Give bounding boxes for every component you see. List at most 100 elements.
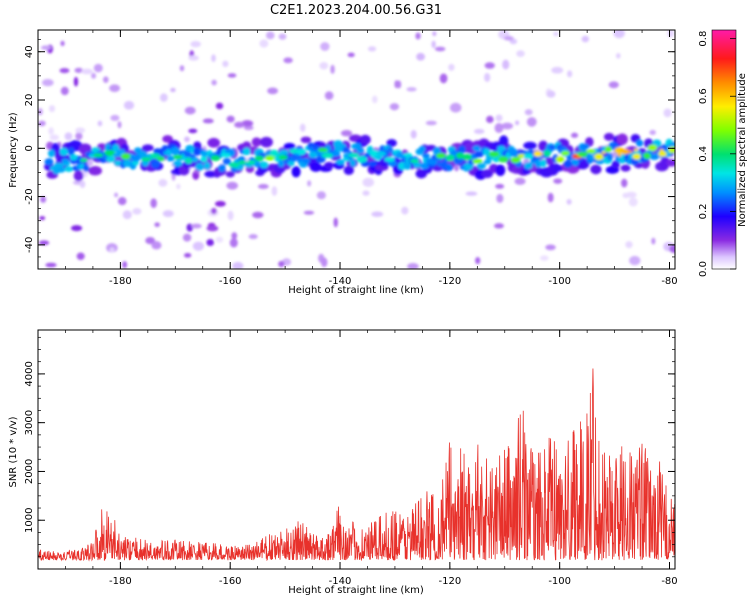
spectrogram-cell — [488, 151, 500, 158]
spectrogram-cell — [74, 67, 84, 73]
spectrogram-cell — [69, 154, 78, 161]
spectrogram-y-tick-label: -40 — [24, 237, 35, 253]
spectrogram-cell — [539, 159, 547, 168]
spectrogram-cell — [501, 122, 514, 130]
spectrogram-cell — [516, 50, 525, 58]
spectrogram-cell — [514, 177, 526, 185]
spectrogram-cell — [225, 171, 235, 178]
spectrogram-cell — [431, 40, 436, 49]
spectrogram-cell — [271, 186, 278, 196]
spectrogram-cell — [581, 35, 590, 43]
spectrogram-cell — [49, 134, 60, 141]
spectrogram-cell — [316, 191, 326, 200]
spectrogram-cell — [257, 183, 269, 190]
spectrogram-cell — [312, 145, 320, 151]
spectrogram-cell — [362, 177, 375, 188]
spectrogram-cell — [576, 158, 590, 170]
spectrogram-cell — [203, 161, 211, 170]
spectrogram-cell — [242, 141, 252, 150]
spectrogram-cell — [193, 147, 202, 156]
spectrogram-cell — [67, 147, 75, 156]
spectrogram-cell — [647, 144, 658, 151]
spectrogram-cell — [406, 87, 417, 92]
colorbar-tick-label: 0.4 — [698, 146, 709, 162]
spectrogram-cell — [333, 217, 338, 228]
spectrogram-cell — [523, 153, 534, 160]
spectrogram-x-tick-label: -160 — [219, 276, 242, 287]
colorbar-frame — [711, 29, 737, 270]
spectrogram-cell — [472, 158, 483, 164]
spectrogram-cell — [162, 135, 173, 143]
spectrogram-cell — [483, 159, 492, 165]
spectrogram-cell — [64, 166, 74, 172]
spectrogram-cell — [523, 162, 533, 170]
spectrogram-cell — [509, 148, 519, 157]
spectrogram-cell — [259, 161, 269, 169]
spectrogram-cell — [45, 262, 57, 268]
spectrogram-cell — [301, 157, 311, 164]
spectrogram-cell — [484, 62, 495, 69]
snr-y-tick-label: 2000 — [24, 459, 35, 484]
spectrogram-cell — [628, 150, 633, 153]
spectrogram-cell — [608, 81, 619, 89]
spectrogram-cell — [170, 87, 176, 93]
spectrogram-cell — [222, 157, 232, 165]
spectrogram-cell — [214, 200, 226, 207]
spectrogram-cell — [403, 152, 413, 158]
spectrogram-cell — [435, 152, 446, 159]
spectrogram-panel: -180 -160 -140 -120 -100 -80 -40 -20 0 20 40 Heigh… — [8, 29, 678, 296]
spectrogram-cell — [613, 30, 625, 39]
spectrogram-cell — [159, 93, 168, 102]
spectrogram-cell — [547, 192, 554, 203]
spectrogram-cell — [545, 244, 556, 251]
spectrogram-cell — [141, 156, 152, 162]
spectrogram-cell — [39, 216, 46, 221]
spectrogram-cell — [389, 103, 400, 111]
spectrogram-cell — [184, 157, 193, 164]
spectrogram-cell — [150, 198, 157, 209]
spectrogram-cell — [367, 46, 377, 52]
spectrogram-cell — [267, 87, 279, 95]
spectrogram-cell — [130, 154, 142, 162]
spectrogram-cell — [259, 39, 269, 48]
spectrogram-cell — [401, 206, 409, 215]
spectrogram-cell — [418, 145, 426, 153]
spectrogram-cell — [606, 153, 614, 161]
snr-panel: -180 -160 -140 -120 -100 -801000200030004000 … — [8, 329, 678, 596]
spectrogram-x-tick-label: -120 — [439, 276, 462, 287]
spectrogram-cell — [526, 117, 537, 127]
snr-x-tick-label: -140 — [329, 576, 352, 587]
spectrogram-cell — [132, 159, 139, 166]
spectrogram-cell — [297, 148, 306, 155]
spectrogram-cell — [48, 105, 56, 113]
spectrogram-cell — [416, 52, 425, 61]
spectrogram-cell — [666, 159, 675, 167]
spectrogram-cell — [643, 152, 651, 160]
spectrogram-cell — [232, 261, 244, 269]
spectrogram-cell — [454, 165, 459, 172]
spectrogram-cell — [79, 180, 86, 188]
spectrogram-cell — [184, 106, 196, 115]
spectrogram-cell — [386, 139, 397, 147]
spectrogram-cell — [577, 151, 588, 158]
spectrogram-cell — [663, 108, 672, 118]
spectrogram-frame — [37, 29, 676, 270]
spectrogram-cell — [157, 156, 165, 162]
spectrogram-cell — [496, 193, 504, 203]
spectrogram-cell — [533, 151, 542, 157]
spectrogram-cell — [183, 252, 192, 258]
spectrogram-cell — [179, 65, 185, 72]
spectrogram-cell — [158, 178, 168, 187]
spectrogram-cell — [206, 238, 214, 247]
spectrogram-cell — [44, 158, 54, 166]
spectrogram-cell — [476, 162, 487, 170]
spectrogram-cell — [102, 76, 109, 83]
spectrogram-cell — [556, 156, 561, 160]
spectrogram-cell — [553, 178, 563, 184]
spectrogram-cell — [503, 36, 514, 41]
spectrogram-cell — [320, 42, 330, 51]
spectrogram-cell — [70, 158, 78, 165]
spectrogram-cell — [278, 160, 285, 168]
spectrogram-cell — [218, 163, 226, 173]
spectrogram-cell — [182, 233, 192, 242]
